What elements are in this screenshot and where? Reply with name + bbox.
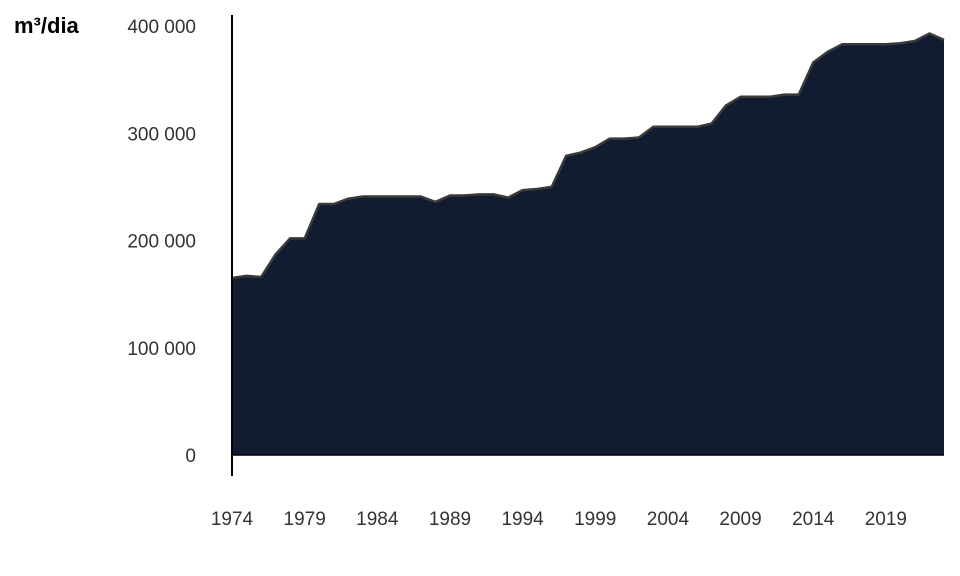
y-tick-label: 100 000 [127, 339, 196, 360]
y-axis-label: m³/dia [14, 13, 80, 38]
y-tick-label: 300 000 [127, 124, 196, 145]
x-tick-label: 1974 [211, 509, 254, 530]
plot-area [231, 32, 945, 455]
y-tick-label: 400 000 [127, 17, 196, 38]
area-series-outline [231, 32, 945, 280]
x-tick-label: 1989 [429, 509, 471, 530]
x-tick-label: 2019 [865, 509, 907, 530]
x-tick-label: 1984 [356, 509, 399, 530]
y-tick-label: 200 000 [127, 232, 196, 253]
x-axis-ticks: 1974 1979 1984 1989 1994 1999 2004 2009 2014 2019 [211, 509, 907, 530]
x-tick-label: 1999 [574, 509, 616, 530]
x-tick-label: 1994 [501, 509, 544, 530]
x-tick-label: 2004 [647, 509, 690, 530]
x-tick-label: 2009 [719, 509, 761, 530]
x-tick-label: 1979 [284, 509, 326, 530]
y-axis-ticks: 0 100 000 200 000 300 000 400 000 [127, 17, 196, 467]
y-tick-label: 0 [185, 446, 196, 467]
area-series [232, 33, 944, 455]
x-tick-label: 2014 [792, 509, 835, 530]
